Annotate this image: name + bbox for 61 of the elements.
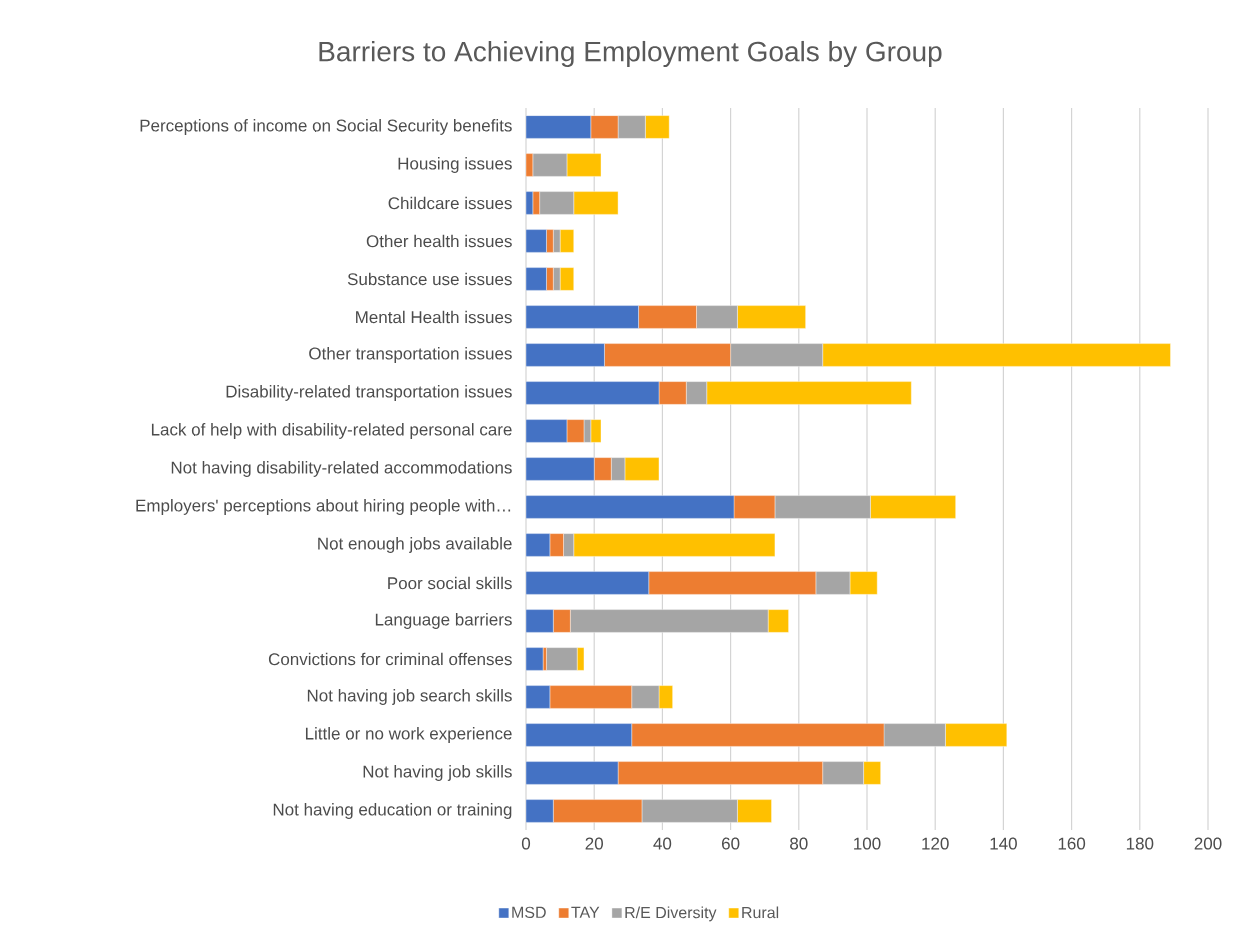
bar: [526, 343, 605, 367]
bar: [526, 457, 595, 481]
x-tick-label: 140: [990, 837, 1017, 850]
x-tick-label: 120: [922, 837, 949, 850]
y-tick-label: Not having disability-related accommodations: [171, 461, 512, 477]
bar: [526, 571, 649, 595]
y-tick-label: Employers' perceptions about hiring people with…: [136, 499, 511, 515]
chart-title: Barriers to Achieving Employment Goals by Group: [319, 40, 942, 68]
y-tick-label: Little or no work experience: [305, 727, 512, 743]
y-tick-label: Poor social skills: [388, 576, 512, 590]
y-tick-label: Not having education or training: [273, 803, 512, 819]
bar: [526, 381, 660, 405]
bar: [526, 419, 568, 443]
bar: [526, 799, 554, 823]
legend-label: MSD: [512, 906, 546, 919]
bar: [617, 761, 823, 785]
bar: [526, 723, 632, 747]
bar: [526, 305, 639, 329]
bar: [648, 571, 817, 595]
bar: [553, 799, 643, 823]
bar: [526, 115, 591, 139]
y-tick-label: Lack of help with disability-related personal care: [151, 423, 512, 439]
legend-label: Rural: [742, 906, 779, 919]
bar: [733, 495, 776, 519]
x-tick-label: 60: [722, 837, 740, 850]
bar: [590, 115, 619, 139]
legend-label: R/E Diversity: [625, 906, 717, 922]
x-tick-label: 160: [1058, 837, 1086, 850]
y-tick-label: Mental Health issues: [356, 310, 512, 324]
x-tick-label: 80: [790, 837, 808, 850]
x-tick-label: 0: [521, 837, 531, 850]
bar: [526, 229, 547, 253]
bar: [638, 305, 697, 329]
y-tick-label: Convictions for criminal offenses: [268, 652, 512, 666]
y-tick-label: Perceptions of income on Social Security benefits: [140, 119, 512, 135]
y-tick-label: Not having job skills: [363, 765, 512, 781]
y-tick-label: Substance use issues: [347, 272, 512, 286]
bar: [594, 457, 612, 481]
bar: [526, 761, 619, 785]
legend-label: TAY: [571, 906, 600, 918]
bar: [553, 609, 571, 633]
bar: [526, 267, 547, 291]
y-tick-label: Language barriers: [375, 613, 512, 629]
bar: [658, 381, 687, 405]
bar: [526, 609, 554, 633]
y-tick-label: Housing issues: [398, 157, 512, 173]
y-tick-label: Other transportation issues: [309, 347, 512, 363]
y-tick-label: Disability-related transportation issues: [226, 385, 512, 401]
y-tick-label: Other health issues: [366, 234, 512, 248]
bar: [526, 495, 735, 519]
x-tick-label: 200: [1194, 837, 1222, 850]
x-tick-label: 100: [854, 837, 881, 850]
y-tick-label: Not having job search skills: [307, 689, 512, 705]
bar: [604, 343, 731, 367]
x-tick-label: 20: [585, 837, 603, 850]
x-tick-label: 180: [1126, 837, 1154, 850]
x-tick-label: 40: [653, 837, 672, 850]
y-tick-label: Not enough jobs available: [318, 537, 512, 553]
bar: [549, 685, 632, 709]
bar: [631, 723, 885, 747]
y-tick-label: Childcare issues: [388, 196, 512, 210]
